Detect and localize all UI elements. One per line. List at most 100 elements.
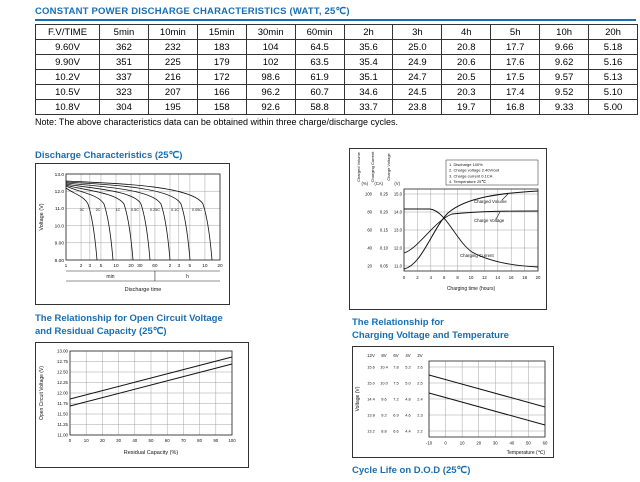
data-curve [65, 182, 171, 261]
tick-label: 10.0 [380, 381, 388, 386]
tick-label: 10 [202, 263, 208, 269]
curve-label: 0.05C [192, 208, 202, 212]
section-title-ocv: The Relationship for Open Circuit Voltag… [35, 312, 223, 338]
legend-item: 3. Charge current 0.1CA [449, 173, 493, 178]
data-curve [69, 356, 233, 400]
table-cell: 20.3 [441, 84, 492, 100]
tick-label: 4 [430, 275, 433, 280]
tick-label: 11.25 [57, 422, 68, 427]
tick-label: 60 [367, 228, 372, 233]
table-cell: 225 [147, 54, 198, 70]
table-cell: 35.4 [343, 54, 394, 70]
tick-label: 6 [443, 275, 446, 280]
table-cell: 61.9 [294, 69, 345, 85]
tick-label: 20 [128, 263, 134, 269]
tick-label: 5 [100, 263, 103, 269]
table-cell: 23.8 [392, 99, 443, 115]
table-cell: 24.7 [392, 69, 443, 85]
curve-label: 0.5C [131, 208, 139, 212]
x-unit-label: min [106, 274, 114, 280]
table-cell: 9.66 [539, 39, 590, 55]
table-cell: 25.0 [392, 39, 443, 55]
tick-label: 9.2 [381, 413, 386, 418]
plot-frame [65, 173, 221, 261]
table-cell: 10.5V [35, 84, 100, 100]
page-title: CONSTANT POWER DISCHARGE CHARACTERISTICS… [35, 6, 350, 17]
y-axis-label: Charge Voltage [386, 152, 391, 180]
tick-label: 11.0 [55, 206, 64, 212]
tick-label: 0 [403, 275, 406, 280]
tick-label: 13.0 [55, 172, 65, 178]
tick-label: 12.75 [57, 359, 69, 364]
y-axis-unit: (%) [361, 181, 368, 186]
tick-label: 2.2 [417, 429, 422, 434]
tick-label: 9.00 [55, 241, 65, 247]
grid-line [495, 211, 501, 220]
tick-label: 70 [181, 438, 186, 443]
tick-label: 15.6 [367, 365, 375, 370]
table-header-cell: F.V/TIME [35, 24, 100, 40]
y-axis-label: Charged Volume [356, 151, 361, 182]
discharge-chart-svg: 13.012.011.010.09.008.001 2 3 5 10 20 30 60 2 3 5 1… [39, 172, 223, 293]
table-cell: 34.6 [343, 84, 394, 100]
tick-label: 50 [149, 438, 154, 443]
table-cell: 10.2V [35, 69, 100, 85]
table-cell: 5.00 [588, 99, 638, 115]
tick-label: 8.00 [55, 258, 65, 264]
scale-header: 6V [393, 353, 398, 358]
curve-label: 0.1C [171, 208, 179, 212]
ocv-residual-capacity-chart: 13.00 12.75 12.50 12.25 12.00 11.75 11.50 11.25… [35, 342, 249, 468]
tick-label: 10.4 [380, 365, 388, 370]
table-cell: 9.52 [539, 84, 590, 100]
table-cell: 64.5 [294, 39, 345, 55]
table-header-cell: 3h [392, 24, 443, 40]
table-header-cell: 5h [490, 24, 541, 40]
table-header-cell: 15min [196, 24, 247, 40]
tick-label: 2 [169, 263, 172, 269]
note-text: Note: The above characteristics data can… [35, 117, 399, 127]
table-cell: 20.8 [441, 39, 492, 55]
table-cell: 10.8V [35, 99, 100, 115]
tick-label: 10 [469, 275, 474, 280]
table-header-cell: 5min [99, 24, 149, 40]
y-axis-unit: (V) [394, 181, 400, 186]
data-curve [403, 210, 539, 254]
tick-label: 0.15 [380, 228, 389, 233]
tick-label: 0.20 [380, 210, 389, 215]
tick-label: 10.0 [55, 223, 65, 229]
tick-label: 11.0 [394, 264, 403, 269]
table-cell: 216 [147, 69, 198, 85]
annotation: Charge Voltage [474, 218, 505, 223]
tick-label: 12.00 [57, 391, 69, 396]
table-cell: 17.6 [490, 54, 541, 70]
table-row: 9.60V 362 232 183 104 64.5 35.6 25.0 20.8 17.7 9.6… [35, 39, 638, 55]
table-row: 10.5V 323 207 166 96.2 60.7 34.6 24.5 20.3 17.4 9.… [35, 84, 638, 100]
tick-label: 2.5 [417, 381, 422, 386]
tick-label: 2.4 [417, 397, 423, 402]
table-cell: 19.7 [441, 99, 492, 115]
tick-label: 16 [509, 275, 514, 280]
table-cell: 5.13 [588, 69, 638, 85]
tick-label: 0.05 [380, 264, 389, 269]
tick-label: 12.0 [55, 189, 65, 195]
tick-label: 4.4 [405, 429, 411, 434]
table-row: 10.8V 304 195 158 92.6 58.8 33.7 23.8 19.7 16.8 9.… [35, 99, 638, 115]
tick-label: 14.4 [367, 397, 375, 402]
scale-header: 2V [417, 353, 422, 358]
table-cell: 98.6 [245, 69, 296, 85]
y-axis-label: Voltage (V) [39, 203, 45, 230]
charge-characteristics-chart: 100 0.25 15.0 80 0.20 14.0 60 0.15 13.0 40 0.10 12.… [349, 148, 547, 310]
tick-label: 12.0 [394, 246, 403, 251]
table-header-cell: 20h [588, 24, 638, 40]
tick-label: 30 [137, 263, 143, 269]
table-cell: 9.62 [539, 54, 590, 70]
tick-label: 90 [213, 438, 218, 443]
y-axis-unit: (CA) [374, 181, 383, 186]
section-title-cycle-life: Cycle Life on D.O.D (25℃) [352, 465, 471, 476]
section-title-charging-temp: The Relationship for Charging Voltage an… [352, 316, 509, 342]
table-header-cell: 4h [441, 24, 492, 40]
tick-label: 3 [177, 263, 180, 269]
data-curve [403, 190, 539, 270]
tick-label: 40 [367, 246, 372, 251]
plot-frame [428, 360, 546, 438]
